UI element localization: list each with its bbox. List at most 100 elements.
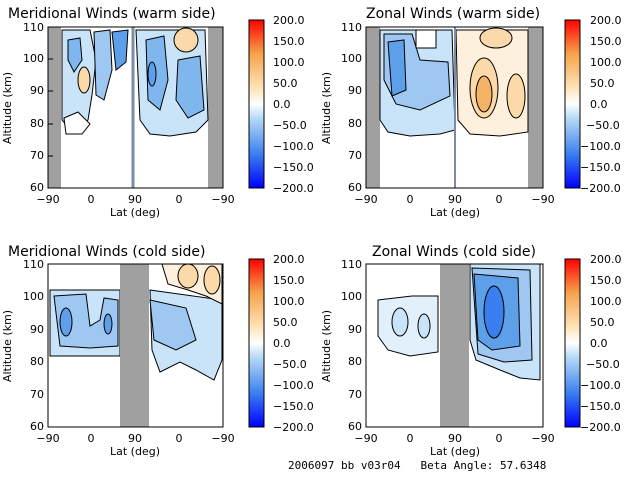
colorbar-tick: 150.0 [273,35,305,48]
x-tick-label: −90 [211,432,234,445]
x-tick-label: 90 [448,432,462,445]
contour-region [53,293,119,349]
y-tick-label: 90 [348,323,362,336]
colorbar-tick: 100.0 [273,56,305,69]
contour-region [67,37,83,73]
x-tick-label: 90 [448,193,462,206]
y-tick-label: 70 [30,388,44,401]
colorbar-tick: −200.0 [273,421,314,434]
contour-region [93,29,113,101]
y-tick-label: 100 [23,290,44,303]
colorbar-tick: 200.0 [590,253,622,266]
y-axis: 60 70 80 90 100 110 Altitude (km) [1,258,44,433]
plot-area [47,263,224,428]
y-tick-label: 80 [348,355,362,368]
x-tick-label: 0 [176,193,183,206]
contour-region [103,313,113,335]
contour-region [111,29,129,71]
panel-title: Meridional Winds (warm side) [8,6,216,22]
y-tick-label: 80 [30,117,44,130]
colorbar-tick: 200.0 [590,14,622,27]
y-tick-label: 70 [348,149,362,162]
colorbar: 200.0 150.0 100.0 50.0 0.0 −50.0 −100.0 … [248,14,314,195]
contour-region [147,61,157,87]
plot-area [47,26,224,189]
contour-region [475,75,493,113]
y-tick-label: 90 [30,323,44,336]
colorbar-tick: 100.0 [590,295,622,308]
colorbar-tick: 50.0 [590,316,615,329]
x-axis-label: Lat (deg) [430,206,480,219]
y-axis-label: Altitude (km) [1,310,14,382]
colorbar-tick: 200.0 [273,253,305,266]
plot-frame [365,26,544,189]
contour-region [63,111,91,135]
contour-region [479,27,513,49]
colorbar-tick: −100.0 [580,379,621,392]
y-tick-label: 100 [341,290,362,303]
colorbar-tick: −50.0 [273,119,307,132]
panel-meridional-cold: Meridional Winds (cold side) 60 70 80 90… [1,244,314,458]
y-axis: 60 70 80 90 100 110 Altitude (km) [1,21,53,194]
masked-band [208,27,223,188]
y-tick-label: 110 [341,258,362,271]
panel-zonal-warm: Zonal Winds (warm side) 60 70 80 90 100 … [320,6,622,219]
y-tick-label: 80 [348,117,362,130]
contour-region [173,27,199,53]
colorbar-tick: 100.0 [590,56,622,69]
colorbar-tick: 50.0 [273,77,298,90]
y-tick-label: 100 [341,52,362,65]
colorbar-scale [564,19,581,189]
x-axis-label: Lat (deg) [430,445,480,458]
colorbar-tick: 0.0 [273,98,291,111]
panel-title: Zonal Winds (cold side) [372,244,536,260]
contour-region [387,39,407,97]
y-tick-label: 60 [30,420,44,433]
contour-region [483,285,505,339]
colorbar-tick: 200.0 [273,14,305,27]
x-axis: −90 0 90 0 −90 Lat (deg) [36,193,234,219]
colorbar-tick: −200.0 [580,182,621,195]
x-tick-label: 0 [407,193,414,206]
colorbar-tick: 50.0 [273,316,298,329]
colorbar-tick: −50.0 [273,358,307,371]
x-tick-label: 0 [176,432,183,445]
plot-frame [47,26,224,189]
y-tick-label: 90 [30,84,44,97]
y-tick-label: 60 [30,181,44,194]
footer-beta-value: 57.6348 [499,459,547,472]
x-tick-label: −90 [36,193,59,206]
x-tick-label: −90 [211,193,234,206]
contour-region [177,263,199,289]
plot-frame [47,263,224,428]
y-tick-label: 80 [30,355,44,368]
x-tick-label: 0 [496,193,503,206]
contour-region [77,66,91,94]
contour-region [149,299,197,351]
contour-region [417,313,431,339]
x-axis-label: Lat (deg) [110,206,160,219]
contour-region [145,35,169,111]
x-tick-label: −90 [531,432,554,445]
y-tick-label: 70 [30,149,44,162]
colorbar-tick: −200.0 [580,421,621,434]
y-tick-label: 60 [348,181,362,194]
y-tick-label: 90 [348,84,362,97]
colorbar: 200.0 150.0 100.0 50.0 0.0 −50.0 −100.0 … [564,253,622,434]
colorbar-tick: 100.0 [273,295,305,308]
panel-title: Meridional Winds (cold side) [8,244,206,260]
plot-frame [365,263,544,428]
contour-region [59,307,73,337]
colorbar-tick: −50.0 [586,119,620,132]
masked-band [120,264,149,427]
x-axis: −90 0 90 0 −90 Lat (deg) [36,432,234,458]
contour-region [203,265,221,295]
plot-area [365,26,544,189]
colorbar-scale [248,19,265,189]
y-tick-label: 60 [348,420,362,433]
y-tick-label: 110 [341,21,362,34]
colorbar-scale [248,258,265,428]
colorbar-scale [564,258,581,428]
y-tick-label: 100 [23,52,44,65]
